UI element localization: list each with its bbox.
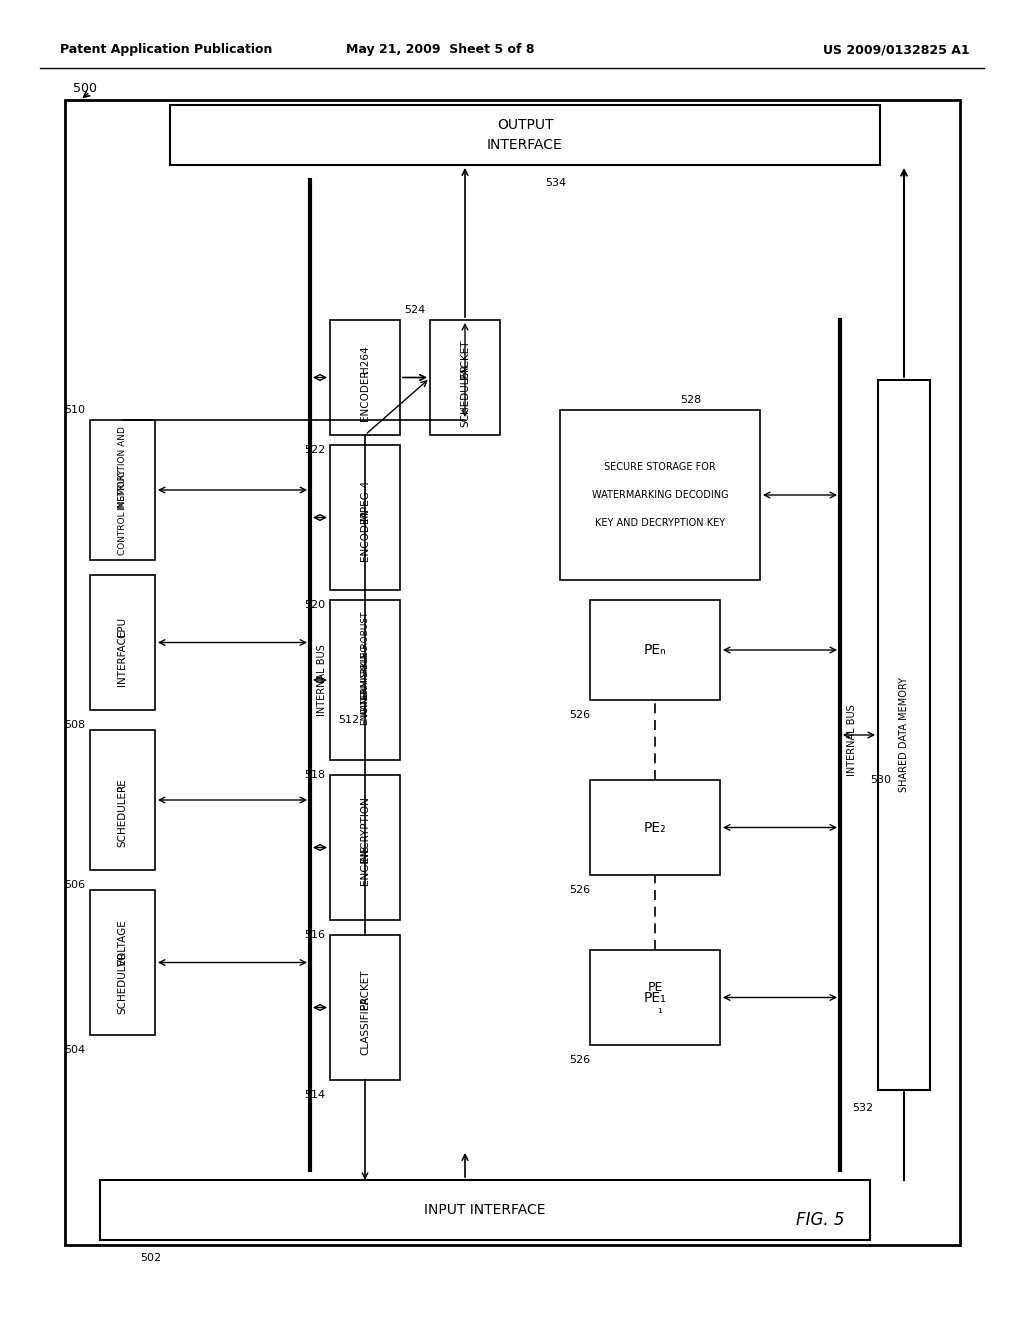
- Text: ENGINE: ENGINE: [360, 690, 370, 725]
- Text: PE₂: PE₂: [644, 821, 667, 834]
- Bar: [90, 730, 155, 870]
- Text: INTERNAL BUS: INTERNAL BUS: [847, 704, 857, 776]
- Text: SCHEDULER: SCHEDULER: [460, 364, 470, 428]
- Bar: [590, 950, 720, 1045]
- Text: PACKET: PACKET: [360, 970, 370, 1010]
- Text: 530: 530: [870, 775, 891, 785]
- Text: 518: 518: [304, 770, 325, 780]
- Bar: [560, 411, 760, 579]
- Text: Patent Application Publication: Patent Application Publication: [60, 44, 272, 57]
- Text: PACKET: PACKET: [460, 339, 470, 379]
- Text: PE₁: PE₁: [644, 990, 667, 1005]
- Text: 528: 528: [680, 395, 701, 405]
- Text: H264: H264: [360, 346, 370, 374]
- Text: PE: PE: [647, 981, 663, 994]
- Bar: [330, 319, 400, 436]
- Text: MPEG-4: MPEG-4: [360, 479, 370, 520]
- Bar: [100, 1180, 870, 1239]
- Bar: [90, 890, 155, 1035]
- Bar: [878, 380, 930, 1090]
- Text: ENCODER: ENCODER: [360, 510, 370, 561]
- Text: CPU: CPU: [118, 616, 128, 638]
- Text: May 21, 2009  Sheet 5 of 8: May 21, 2009 Sheet 5 of 8: [346, 44, 535, 57]
- Bar: [170, 106, 880, 165]
- Text: 512: 512: [338, 715, 359, 725]
- Text: CLASSIFIER: CLASSIFIER: [360, 995, 370, 1055]
- Text: INTERFACE: INTERFACE: [487, 139, 563, 152]
- Bar: [65, 100, 961, 1245]
- Text: 526: 526: [569, 1055, 591, 1065]
- Bar: [330, 601, 400, 760]
- Text: WATERMARKING DECODING: WATERMARKING DECODING: [592, 490, 728, 500]
- Text: INVISIBLE-ROBUST: INVISIBLE-ROBUST: [360, 610, 370, 694]
- Text: WATERMARKING: WATERMARKING: [360, 643, 370, 717]
- Text: 522: 522: [304, 445, 325, 455]
- Bar: [330, 935, 400, 1080]
- Bar: [90, 576, 155, 710]
- Text: 532: 532: [852, 1104, 873, 1113]
- Text: 520: 520: [304, 601, 325, 610]
- Text: 526: 526: [569, 710, 591, 719]
- Text: 510: 510: [63, 405, 85, 414]
- Text: OUTPUT: OUTPUT: [497, 117, 553, 132]
- Bar: [330, 775, 400, 920]
- Text: 516: 516: [304, 931, 325, 940]
- Text: INSTRUCTION AND: INSTRUCTION AND: [118, 426, 127, 510]
- Text: 506: 506: [63, 880, 85, 890]
- Text: FIG. 5: FIG. 5: [796, 1210, 844, 1229]
- Text: 508: 508: [63, 719, 85, 730]
- Text: ENGINE: ENGINE: [360, 846, 370, 886]
- Text: INTERFACE: INTERFACE: [118, 630, 128, 685]
- Text: 514: 514: [304, 1090, 325, 1100]
- Text: INTERNAL BUS: INTERNAL BUS: [317, 644, 327, 715]
- Text: SECURE STORAGE FOR: SECURE STORAGE FOR: [604, 462, 716, 473]
- Text: 524: 524: [403, 305, 425, 315]
- Text: SCHEDULER: SCHEDULER: [118, 950, 128, 1014]
- Text: 534: 534: [545, 178, 566, 187]
- Bar: [330, 445, 400, 590]
- Text: PEₙ: PEₙ: [644, 643, 667, 657]
- Text: 502: 502: [140, 1253, 161, 1263]
- Text: KEY AND DECRYPTION KEY: KEY AND DECRYPTION KEY: [595, 517, 725, 528]
- Bar: [590, 601, 720, 700]
- Text: SCHEDULER: SCHEDULER: [118, 784, 128, 846]
- Text: ₁: ₁: [657, 1003, 663, 1016]
- Text: VOLTAGE: VOLTAGE: [118, 919, 128, 966]
- Text: US 2009/0132825 A1: US 2009/0132825 A1: [823, 44, 970, 57]
- Text: SHARED DATA MEMORY: SHARED DATA MEMORY: [899, 677, 909, 792]
- Text: INPUT INTERFACE: INPUT INTERFACE: [424, 1203, 546, 1217]
- Bar: [90, 420, 155, 560]
- Text: 526: 526: [569, 884, 591, 895]
- Text: PE: PE: [118, 779, 128, 792]
- Text: ENCRYPTION: ENCRYPTION: [360, 796, 370, 862]
- Text: ENCODER: ENCODER: [360, 370, 370, 421]
- Text: 504: 504: [63, 1045, 85, 1055]
- Bar: [590, 780, 720, 875]
- Text: 500: 500: [73, 82, 97, 95]
- Text: CONTROL MEMORY: CONTROL MEMORY: [118, 469, 127, 554]
- Bar: [430, 319, 500, 436]
